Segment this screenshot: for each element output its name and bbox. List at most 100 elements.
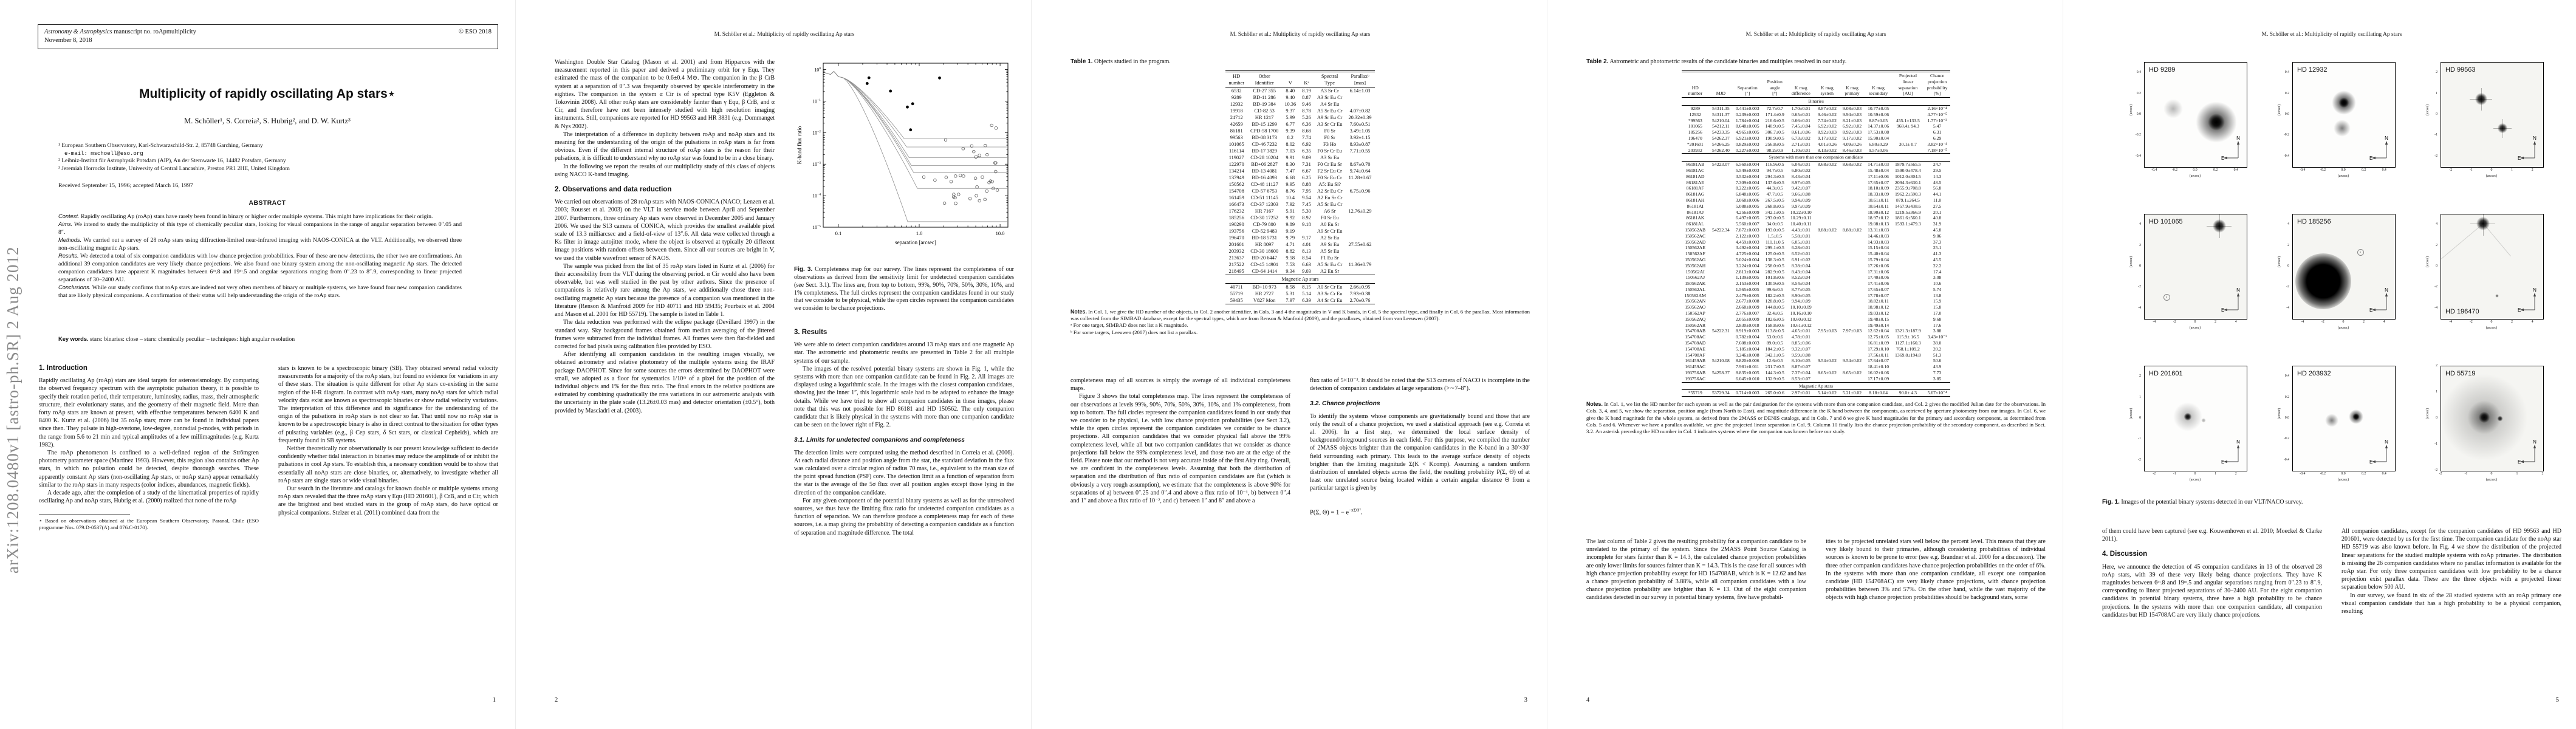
section-1-heading: 1. Introduction [39, 364, 87, 372]
table-section-title: Magnetic Ap stars [1681, 382, 1951, 391]
chance-projection-point [978, 154, 981, 157]
x-axis-label: (arcsec) [2189, 326, 2201, 330]
x-tick-label: 0 [2342, 320, 2345, 324]
table-cell: 2.71±0.01 [1791, 141, 1810, 147]
x-tick-label: -1 [2464, 472, 2468, 476]
table-cell: 6.31 [1933, 129, 1942, 135]
table-cell: 2.668±0.009 [1735, 304, 1759, 310]
abstract-item: Conclusions. While our study confirms th… [58, 284, 462, 299]
received-accepted: Received September 15, 1996; accepted Ma… [58, 182, 193, 189]
page-number: 4 [1586, 697, 1590, 703]
completeness-line-99% [824, 70, 1007, 139]
table-cell: 0.829±0.003 [1735, 141, 1759, 147]
table-cell: 1861.6±560.1 [1895, 215, 1921, 221]
table-cell: 45.8 [1933, 227, 1942, 233]
y-tick-label: -4 [2434, 306, 2437, 310]
table-cell: F0 Cr Eu Sr [1317, 162, 1342, 167]
table-cell: 9.34 [1286, 269, 1295, 274]
table-cell: *201601 [1687, 141, 1704, 147]
table-cell: 4.78±0.01 [1791, 334, 1810, 340]
table-cell: 258.0±0.5 [1765, 262, 1784, 269]
table-cell: CD-79 800 [1253, 222, 1276, 227]
y-tick-label: -0.2 [2283, 133, 2289, 137]
table-cell [1840, 298, 1865, 304]
table-cell: BD-20 6447 [1252, 255, 1277, 261]
table-cell: 1.784±0.004 [1735, 117, 1759, 123]
table-cell: 43.9 [1933, 364, 1942, 370]
table-cell [1840, 197, 1865, 204]
table-cell: 154708AB [1685, 328, 1706, 334]
table-cell [1840, 210, 1865, 216]
table-cell: 11.36±0.79 [1348, 262, 1372, 267]
table-cell: 17.4 [1933, 269, 1942, 275]
table-cell: 3.08 [1933, 275, 1942, 281]
table-cell: 3.068±0.006 [1735, 197, 1759, 203]
table-cell: 150562AP [1685, 310, 1705, 317]
table-row: 12932 54311.37 0.239±0.003 171.4±0.9 0.65±0.… [1682, 112, 1951, 118]
table-cell: 8.53±0.07 [1791, 375, 1810, 382]
table-cell [1709, 304, 1733, 310]
table-cell [1815, 215, 1840, 221]
table-cell: 29.5 [1933, 167, 1942, 173]
star-image [2207, 113, 2225, 132]
table-row: 150562AO 2.668±0.009 144.8±0.5 10.10±0.09 18… [1682, 304, 1951, 310]
x-tick-label: 0.2 [2213, 168, 2218, 172]
table-row: 161459AB 54210.08 8.820±0.006 12.6±0.5 8.10±… [1682, 358, 1951, 364]
paragraph: The detection limits were computed using… [794, 449, 1014, 496]
table-row: 213637 BD-20 6447 9.58 8.54 F1 Eu Sr [1225, 255, 1374, 261]
table-cell: 8.87 [1302, 95, 1311, 100]
table-cell [1815, 287, 1840, 293]
star-image [2474, 92, 2488, 106]
table-cell: 47.7±0.5 [1766, 191, 1783, 197]
table-cell [1892, 310, 1924, 317]
table1-caption: Table 1. Objects studied in the program. [1070, 58, 1171, 65]
x-axis-label: (arcsec) [2189, 478, 2201, 482]
table-cell: 15.15±0.04 [1868, 245, 1889, 251]
column-header: Projected linear separation [AU] [1892, 71, 1924, 98]
table-cell: 86181AB [1686, 162, 1705, 168]
table-cell: 9.91 [1286, 155, 1295, 160]
table-cell [1709, 233, 1733, 239]
y-tick-label: 2 [2287, 243, 2289, 247]
table-cell: 17.0 [1933, 310, 1942, 317]
manuscript-info: Astronomy & Astrophysics manuscript no. … [44, 28, 196, 45]
table-cell: 7.53 [1286, 262, 1295, 267]
table-cell: 2094.3±630.1 [1895, 179, 1921, 185]
table-cell: 8.87±0.05 [1868, 117, 1888, 123]
table-cell [1709, 364, 1733, 370]
figure-panel-hd-203932: (arcsec) 0.4 0.2 0.0 -0.2 -0.4 -0.4 -0.2 0.0 0.2 0… [2276, 364, 2396, 489]
table-cell: 8.648±0.005 [1735, 123, 1759, 129]
table-cell: 6.05±0.01 [1791, 239, 1810, 245]
table-cell: 8.43±0.04 [1791, 269, 1810, 275]
table-cell [1892, 148, 1924, 154]
table-row: 150562AI 2.813±0.004 282.9±0.5 8.43±0.04 17.… [1682, 269, 1951, 275]
table-cell: 14.71±0.03 [1868, 162, 1889, 168]
table-cell: 19918 [1230, 108, 1243, 114]
fig3-caption: Fig. 3. Completeness map for our survey.… [794, 266, 1014, 312]
table-cell [1345, 201, 1374, 208]
page-number: 2 [555, 697, 558, 703]
chance-projections-text: To identify the systems whose components… [1310, 412, 1530, 493]
table-cell [1345, 94, 1374, 101]
chance-projection-point [961, 146, 965, 151]
table-cell [1815, 210, 1840, 216]
table-cell [1815, 197, 1840, 204]
table-cell: 150562AI [1685, 269, 1705, 275]
table-cell: 768.1±109.2 [1896, 346, 1920, 352]
table-cell: 150562AJ [1685, 275, 1705, 281]
paragraph: In our survey, we found in six of the 28… [2341, 592, 2561, 615]
table-cell: CD-57 6753 [1252, 188, 1277, 194]
table-cell: 17.6 [1933, 322, 1942, 328]
table-cell [1892, 358, 1924, 364]
table-cell: 6.80±0.29 [1868, 141, 1888, 147]
table-cell [1892, 245, 1924, 251]
physical-companion-point [906, 105, 909, 109]
table-cell: 13.8 [1933, 292, 1942, 298]
completeness-line-1% [824, 70, 1007, 222]
table-cell: A5 Sr Eu [1320, 248, 1340, 254]
table-cell: F1 Eu Sr [1320, 255, 1339, 261]
chance-projection-point [933, 178, 937, 182]
table-row: 122970 BD+06 2827 8.30 7.31 F0 Cr Eu Sr 8.67±… [1225, 161, 1374, 168]
table-cell: BD-11 286 [1253, 95, 1276, 100]
table-cell: 25.1 [1933, 245, 1942, 251]
